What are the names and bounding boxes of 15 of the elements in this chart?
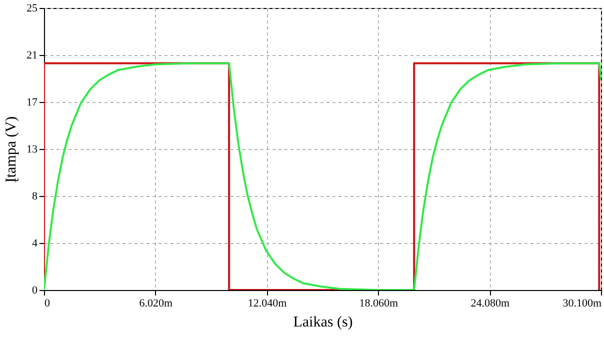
x-tick-label: 12.040m xyxy=(248,298,288,310)
y-tick-label: 8 xyxy=(32,190,38,202)
y-tick-label: 25 xyxy=(26,2,38,14)
y-tick-label: 17 xyxy=(26,96,38,108)
y-axis-title: Įtampa (V) xyxy=(4,116,20,183)
x-axis-title: Laikas (s) xyxy=(293,314,353,330)
x-tick-label: 18.060m xyxy=(359,298,399,310)
y-tick-label: 0 xyxy=(32,284,38,296)
x-tick-label: 24.080m xyxy=(470,298,510,310)
x-tick-label: 30.100m xyxy=(562,298,602,310)
x-tick-label: 6.020m xyxy=(139,298,173,310)
x-tick-label: 0 xyxy=(44,298,50,310)
y-tick-label: 13 xyxy=(26,144,38,156)
y-tick-label: 21 xyxy=(26,50,38,62)
y-tick-label: 4 xyxy=(32,238,38,250)
